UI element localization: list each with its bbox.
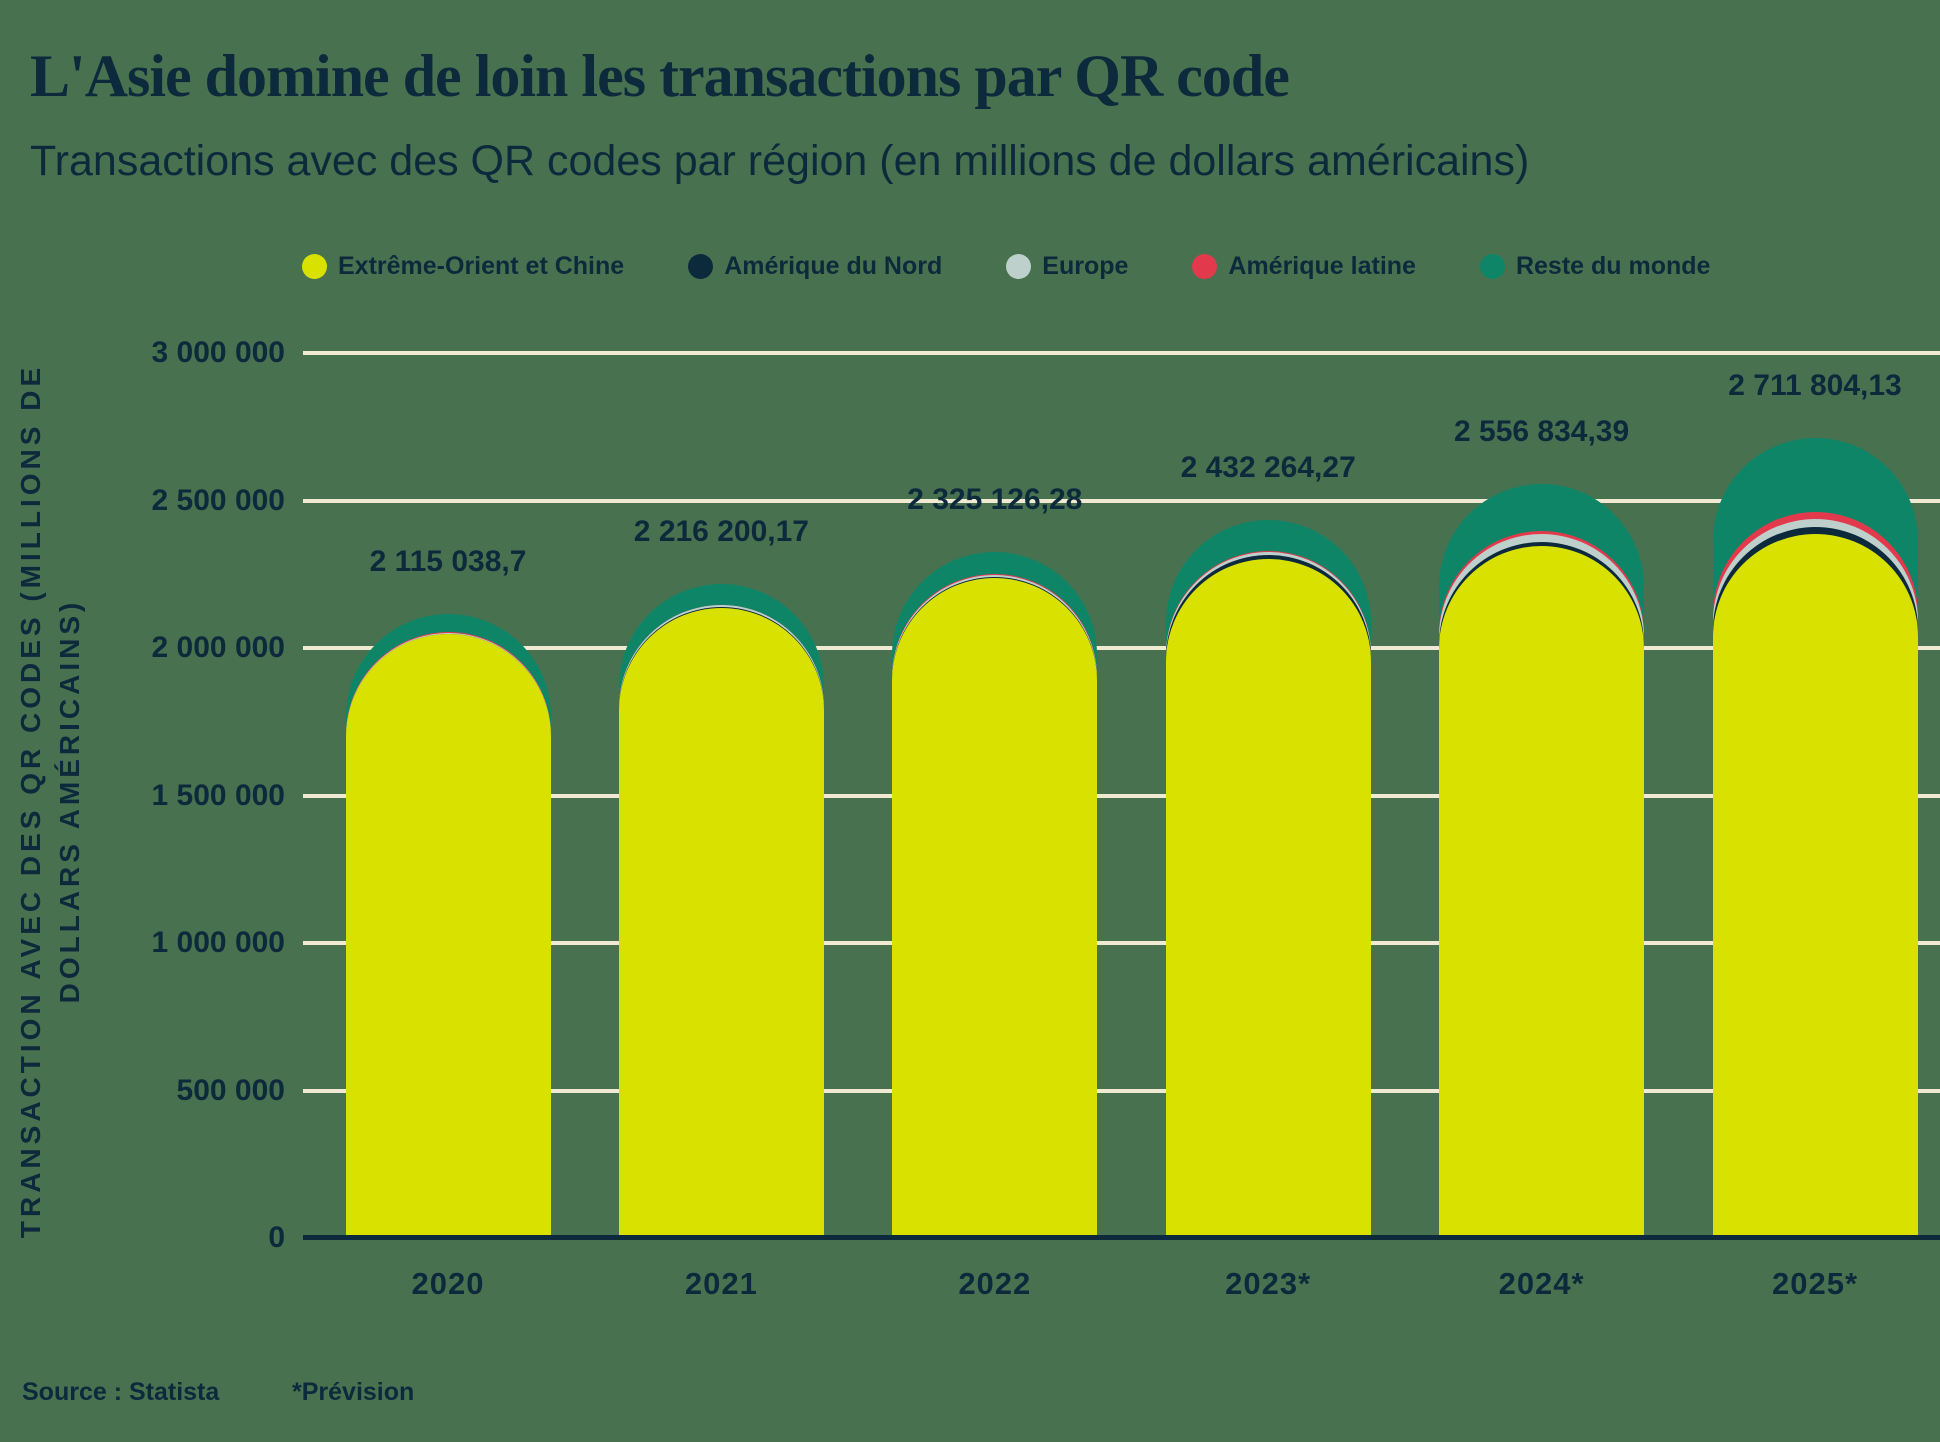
legend-item-4: Amérique latine (1192, 252, 1416, 281)
bar-segment-extreme-orient-et-chine (892, 578, 1098, 1238)
legend-dot-icon (688, 254, 714, 279)
x-axis-tick-label: 2024* (1498, 1266, 1585, 1301)
bar-2020 (345, 614, 551, 1238)
x-axis-tick-label: 2020 (411, 1266, 485, 1301)
bar-total-label: 2 216 200,17 (633, 515, 809, 549)
legend-dot-icon (1006, 254, 1032, 279)
gridline (303, 351, 1940, 355)
x-axis-tick-label: 2022 (958, 1266, 1032, 1301)
y-axis-tick-label: 2 500 000 (151, 483, 285, 517)
bar-segment-extreme-orient-et-chine (1439, 545, 1645, 1238)
gridline (303, 646, 1940, 650)
bar-2023 (1165, 520, 1371, 1238)
y-axis-tick-label: 1 500 000 (151, 778, 285, 812)
bar-total-label: 2 325 126,28 (907, 483, 1083, 517)
x-axis-tick-label: 2023* (1225, 1266, 1312, 1301)
x-axis-tick-label: 2021 (684, 1266, 758, 1301)
bar-2024 (1439, 483, 1645, 1238)
chart-subtitle: Transactions avec des QR codes par régio… (30, 137, 1530, 185)
legend-dot-icon (302, 254, 327, 279)
legend-dot-icon (1192, 254, 1218, 279)
legend-item-label: Amérique latine (1228, 252, 1416, 280)
bar-segment-extreme-orient-et-chine (618, 607, 824, 1238)
legend-item-label: Reste du monde (1515, 252, 1711, 280)
legend-item-label: Extrême-Orient et Chine (338, 252, 625, 280)
gridline (303, 941, 1940, 945)
x-axis-line (303, 1235, 1940, 1240)
legend: Extrême-Orient et Chine Amérique du Nord E… (302, 252, 1710, 281)
gridline (303, 793, 1940, 798)
bar-total-label: 2 711 804,13 (1728, 369, 1902, 403)
legend-dot-icon (1479, 254, 1505, 279)
bar-2021 (618, 584, 824, 1238)
bar-segment-extreme-orient-et-chine (1712, 533, 1918, 1238)
bar-2025 (1712, 438, 1918, 1238)
bar-2022 (892, 552, 1098, 1238)
y-axis-tick-label: 1 000 000 (151, 926, 285, 959)
bar-segment-extreme-orient-et-chine (1165, 559, 1371, 1238)
y-axis-tick-label: 3 000 000 (151, 336, 285, 369)
x-axis-tick-label: 2025* (1771, 1266, 1859, 1301)
legend-item-2: Amérique du Nord (688, 252, 942, 281)
bar-total-label: 2 115 038,7 (369, 545, 527, 579)
legend-item-5: Reste du monde (1479, 252, 1711, 281)
gridline (303, 498, 1940, 503)
y-axis-tick-label: 500 000 (176, 1073, 285, 1107)
bar-total-label: 2 556 834,39 (1454, 414, 1630, 448)
forecast-note: *Prévision (292, 1378, 415, 1406)
legend-item-label: Amérique du Nord (724, 252, 943, 280)
y-axis-tick-label: 0 (268, 1221, 285, 1254)
page-title: L'Asie domine de loin les transactions p… (30, 43, 1290, 110)
legend-item-label: Europe (1042, 252, 1129, 280)
bar-segment-extreme-orient-et-chine (345, 634, 551, 1238)
legend-item-1: Extrême-Orient et Chine (302, 252, 624, 281)
legend-item-3: Europe (1006, 252, 1128, 281)
y-axis-tick-label: 2 000 000 (151, 631, 285, 664)
gridline (303, 1088, 1940, 1093)
y-axis-title-line1: TRANSACTION AVEC DES QR CODES (MILLIONS … (15, 363, 46, 1239)
source-label: Source : Statista (22, 1378, 220, 1406)
bar-total-label: 2 432 264,27 (1180, 451, 1356, 485)
